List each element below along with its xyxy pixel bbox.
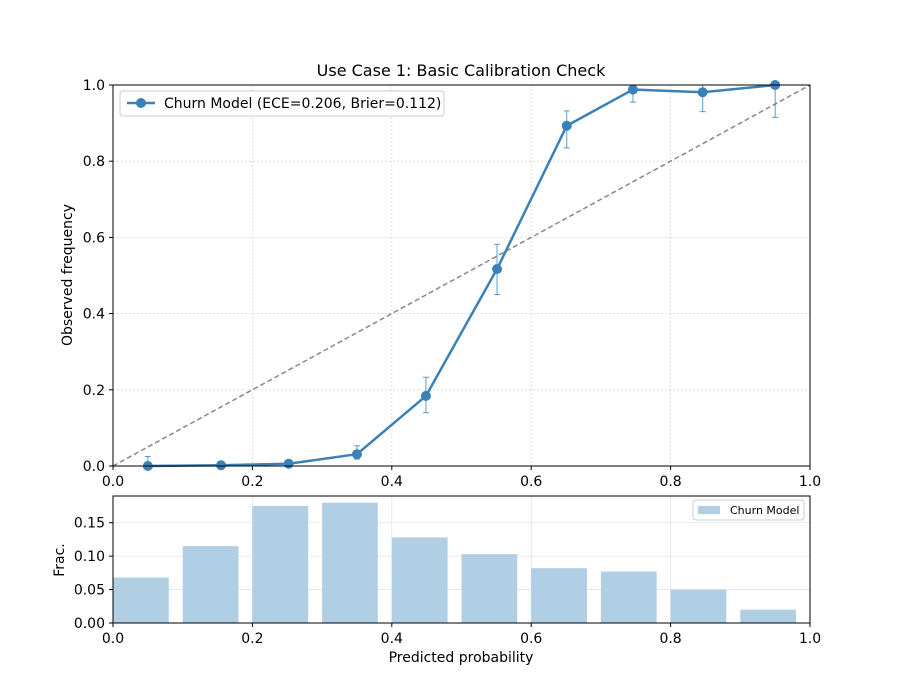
y-tick-label: 0.2 (83, 383, 105, 399)
tick-group: 0.0 0.2 0.4 0.6 0.8 1.0 0.0 0.2 0.4 0.6 0.8 1.0 (83, 78, 821, 490)
histogram-bar (531, 568, 587, 623)
x-tick-label: 0.4 (381, 474, 403, 490)
x-tick-label: 0.2 (241, 631, 263, 647)
histogram-bar (113, 577, 169, 623)
data-point (283, 458, 294, 469)
legend-bar-swatch (698, 506, 720, 514)
data-point (492, 264, 503, 275)
x-tick-label: 0.6 (520, 474, 542, 490)
histogram-bar (182, 546, 239, 623)
x-tick-label: 0.8 (659, 631, 681, 647)
data-point (216, 460, 227, 471)
data-point (420, 390, 431, 401)
bar-group (113, 502, 797, 623)
plot-frame (112, 495, 811, 624)
x-tick-label: 0.2 (241, 474, 263, 490)
histogram-plot: Frac. Predicted probability 0.0 0.2 0.4 0.6… (52, 495, 821, 666)
x-tick-label: 1.0 (799, 631, 821, 647)
calibration-plot: Use Case 1: Basic Calibration Check Obse… (60, 61, 821, 490)
series-line (147, 83, 776, 468)
perfect-calibration-line (112, 84, 811, 467)
histogram-bar (740, 609, 797, 623)
tick-group: 0.0 0.2 0.4 0.6 0.8 1.0 0.00 0.05 0.10 0.15 (74, 516, 821, 647)
y-tick-label: 0.05 (74, 583, 105, 599)
y-tick-label: 0.8 (83, 154, 105, 170)
y-tick-label: 0.0 (83, 459, 105, 475)
chart-title: Use Case 1: Basic Calibration Check (317, 61, 606, 80)
legend-marker-swatch (136, 98, 146, 108)
x-tick-label: 0.8 (659, 474, 681, 490)
legend-label: Churn Model (ECE=0.206, Brier=0.112) (164, 96, 441, 112)
x-tick-label: 0.0 (102, 474, 124, 490)
y-axis-label: Frac. (52, 543, 68, 577)
series-group (142, 80, 781, 471)
x-tick-label: 1.0 (799, 474, 821, 490)
data-point (697, 87, 708, 98)
histogram-bar (322, 502, 378, 623)
x-axis-label: Predicted probability (389, 650, 534, 666)
legend-box (692, 499, 805, 521)
y-tick-label: 1.0 (83, 78, 105, 94)
legend-label: Churn Model (730, 504, 799, 517)
data-point (627, 84, 638, 95)
histogram-bar (391, 537, 448, 623)
histogram-bar (252, 506, 309, 623)
x-tick-label: 0.6 (520, 631, 542, 647)
y-tick-label: 0.00 (74, 616, 105, 632)
x-tick-label: 0.4 (381, 631, 403, 647)
y-tick-label: 0.6 (83, 230, 105, 246)
legend: Churn Model (692, 499, 805, 521)
legend: Churn Model (ECE=0.206, Brier=0.112) (119, 90, 445, 117)
y-tick-label: 0.4 (83, 307, 105, 323)
histogram-bar (600, 571, 657, 623)
histogram-bar (670, 589, 727, 623)
y-tick-label: 0.15 (74, 516, 105, 532)
reference-diagonal-line (112, 84, 811, 467)
legend-box (119, 90, 445, 117)
x-tick-label: 0.0 (102, 631, 124, 647)
y-tick-label: 0.10 (74, 549, 105, 565)
histogram-bar (461, 554, 518, 623)
y-axis-label: Observed frequency (60, 204, 76, 346)
data-point (351, 449, 362, 460)
plot-frame (112, 84, 811, 467)
data-point (561, 120, 572, 131)
